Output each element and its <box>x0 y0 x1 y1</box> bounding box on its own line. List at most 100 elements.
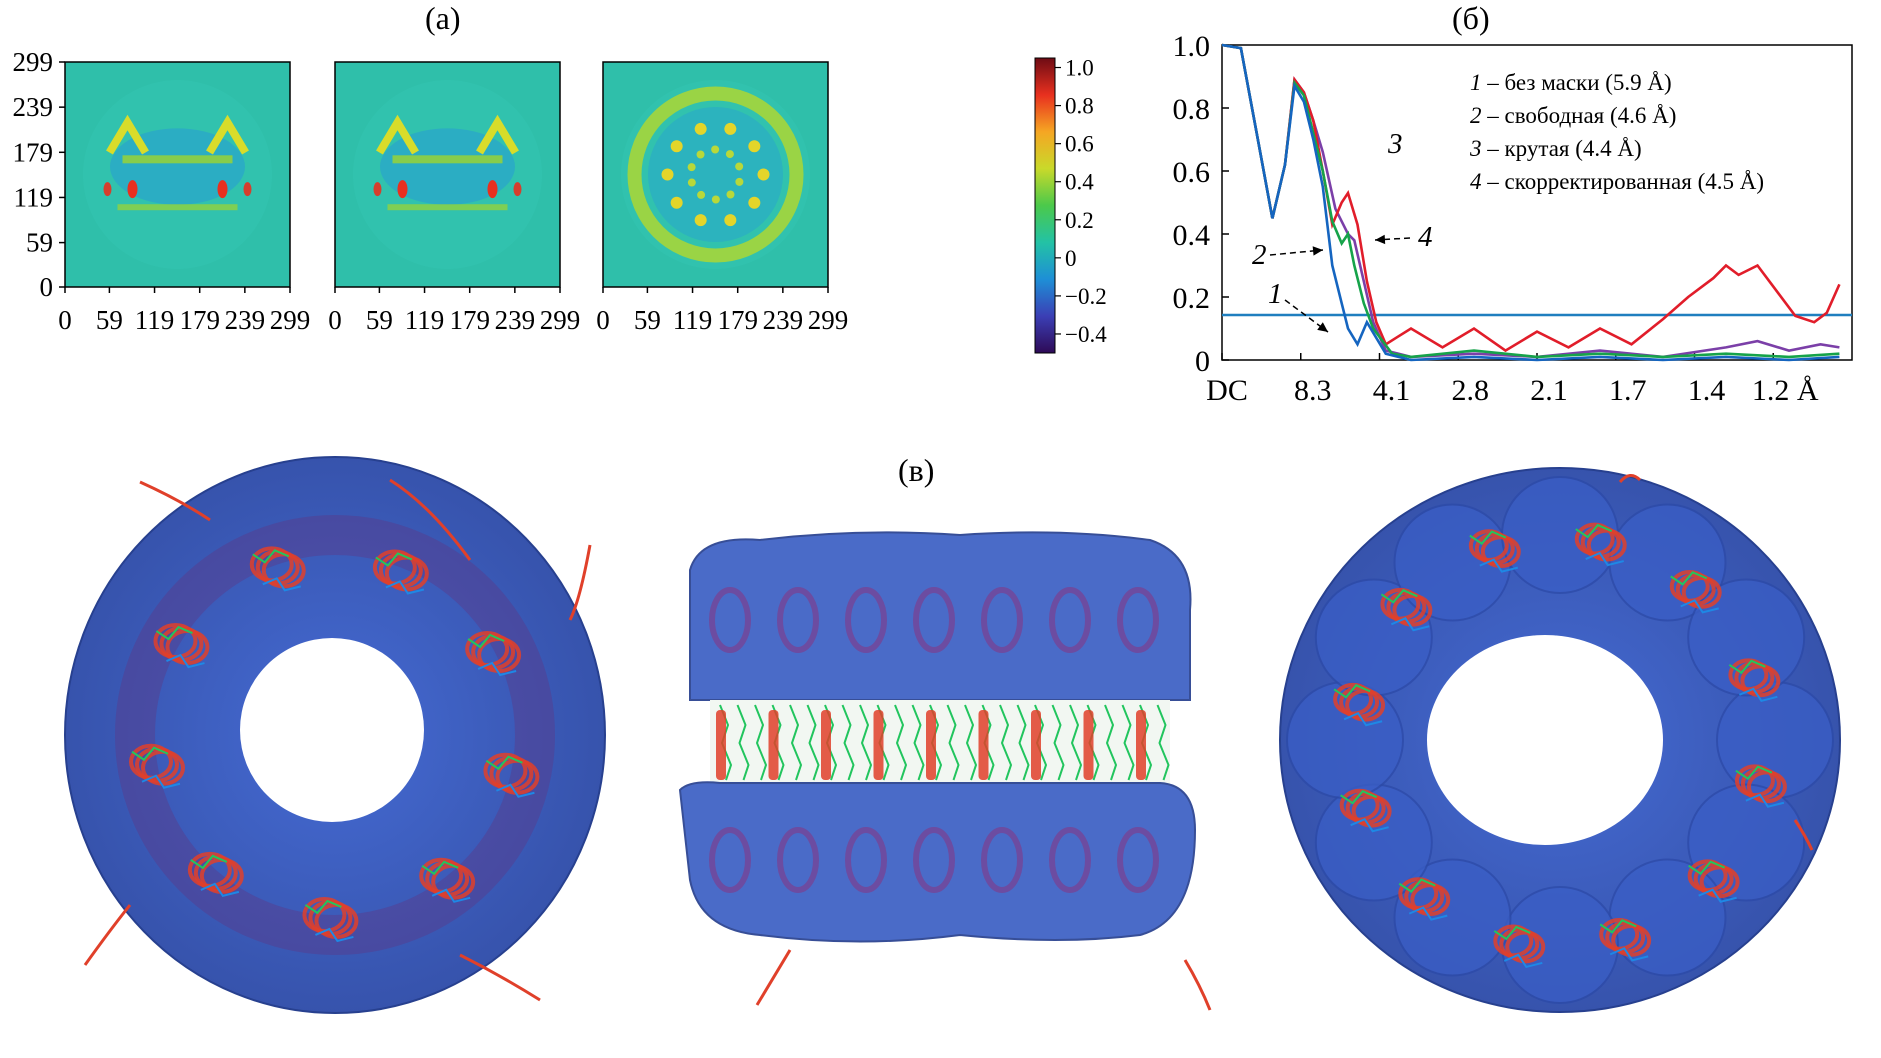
y-tick-label: 299 <box>13 47 54 77</box>
y-tick-label: 119 <box>14 182 54 212</box>
lipid-tail <box>1156 704 1170 781</box>
x-tick-label: 0 <box>58 305 72 335</box>
helix <box>1136 710 1146 780</box>
fsc-curve-4 <box>1221 43 1841 353</box>
ligand-stick <box>1469 530 1507 545</box>
loop-strand <box>459 953 541 1002</box>
loop-strand <box>1618 474 1642 484</box>
legend-entry-3: 3 – крутая (4.4 Å) <box>1469 136 1642 161</box>
density-peak <box>724 214 737 227</box>
ligand-stick <box>1390 617 1430 632</box>
x-tick-label: 239 <box>495 305 536 335</box>
density-peak-red <box>127 180 138 199</box>
density-band <box>387 204 508 211</box>
helix <box>1386 590 1427 624</box>
legend-text: – крутая (4.4 Å) <box>1482 136 1642 161</box>
helix <box>1675 572 1716 606</box>
helix <box>1734 661 1775 695</box>
density-lobe <box>1501 476 1619 594</box>
lipid-tail <box>1016 704 1030 781</box>
helix <box>821 710 831 780</box>
legend-text: – без маски (5.9 Å) <box>1482 70 1672 95</box>
density-ring-outer <box>627 86 804 263</box>
density-lobe <box>1608 503 1727 622</box>
density-peak <box>711 195 720 204</box>
helix <box>1339 685 1380 719</box>
panel-label-c: (в) <box>898 452 935 488</box>
ligand-stick <box>1350 817 1389 833</box>
helix <box>1605 920 1646 954</box>
colorbar-gradient <box>1034 57 1056 354</box>
ligand-stick <box>1493 925 1531 941</box>
ligand-stick <box>1575 523 1613 539</box>
ligand-stick <box>1479 558 1519 573</box>
central-pore <box>240 638 424 822</box>
legend-number: 4 <box>1470 169 1482 194</box>
density-peak <box>687 163 696 172</box>
x-tick-label: 8.3 <box>1294 374 1332 407</box>
lipid-tail <box>1051 704 1065 781</box>
helix <box>873 710 884 780</box>
x-tick-label: 119 <box>405 305 445 335</box>
density-peak <box>694 214 707 227</box>
ligand-stick <box>315 927 354 943</box>
helix <box>981 827 1023 893</box>
y-tick-label: 1.0 <box>1173 30 1211 63</box>
ligand-stick <box>1745 793 1785 808</box>
ligand-stick <box>1340 789 1378 805</box>
density-peak <box>697 190 706 199</box>
y-tick-label: 0.8 <box>1173 93 1211 126</box>
panel-label-b: (б) <box>1452 0 1490 36</box>
density-render-side-view <box>678 531 1212 1011</box>
density-render-bottom-view <box>1279 467 1841 1013</box>
ligand-stick <box>1680 599 1719 614</box>
loop-strand <box>568 544 592 621</box>
x-tick-label: 1.2 Å <box>1752 374 1819 407</box>
density-peak-red <box>243 182 252 197</box>
density-peak-red <box>217 180 228 199</box>
x-tick-label: 0 <box>596 305 610 335</box>
loop-strand <box>83 904 132 966</box>
helix <box>1404 880 1445 914</box>
ligand-stick <box>304 899 342 915</box>
panel-label-a: (а) <box>425 0 461 36</box>
helix <box>1410 883 1451 917</box>
colorbar-tick-label: 1.0 <box>1065 56 1094 81</box>
colorbar: 1.0 0.8 0.6 0.4 0.2 0 −0.2 −0.4 <box>1034 56 1107 354</box>
x-tick-label: 59 <box>634 305 661 335</box>
fsc-curve-1 <box>1221 43 1840 362</box>
helix <box>716 710 726 780</box>
y-tick-label: 59 <box>26 228 53 258</box>
lipid-tail <box>841 704 855 781</box>
helix <box>1740 664 1781 698</box>
lipid-tail <box>1121 704 1135 781</box>
helix <box>1699 865 1740 899</box>
density-peak <box>757 168 770 181</box>
density-peak <box>711 145 720 154</box>
ligand-stick <box>477 661 517 677</box>
helix <box>1345 688 1386 722</box>
helix <box>1746 770 1787 804</box>
helix <box>1392 593 1433 627</box>
annotation-arrowhead <box>1312 246 1323 256</box>
ligand-stick <box>190 854 228 870</box>
heatmap-2: 0 59 119 179 239 299 <box>328 61 580 335</box>
helix <box>777 587 819 653</box>
ligand-stick <box>1503 953 1543 969</box>
density-peak-red <box>513 182 522 197</box>
panel-b: 0 0.2 0.4 0.6 0.8 1.0 DC 8.3 4.1 2.8 2.1 1.7 1.4 1.2 … <box>1173 30 1853 407</box>
legend-entry-1: 1 – без маски (5.9 Å) <box>1470 70 1672 95</box>
legend-text: – скорректированная (4.5 Å) <box>1482 169 1765 194</box>
helix <box>777 827 819 893</box>
x-tick-label: 4.1 <box>1373 374 1411 407</box>
helix <box>981 587 1023 653</box>
membrane-band <box>710 700 1170 785</box>
legend-entry-4: 4 – скорректированная (4.5 Å) <box>1470 169 1764 194</box>
density-peak-top <box>376 114 419 155</box>
ligand-stick <box>1380 589 1418 604</box>
x-tick-label: 299 <box>808 305 849 335</box>
density-lobe <box>1716 681 1834 799</box>
loop-strand <box>139 480 211 522</box>
helix <box>709 587 751 653</box>
